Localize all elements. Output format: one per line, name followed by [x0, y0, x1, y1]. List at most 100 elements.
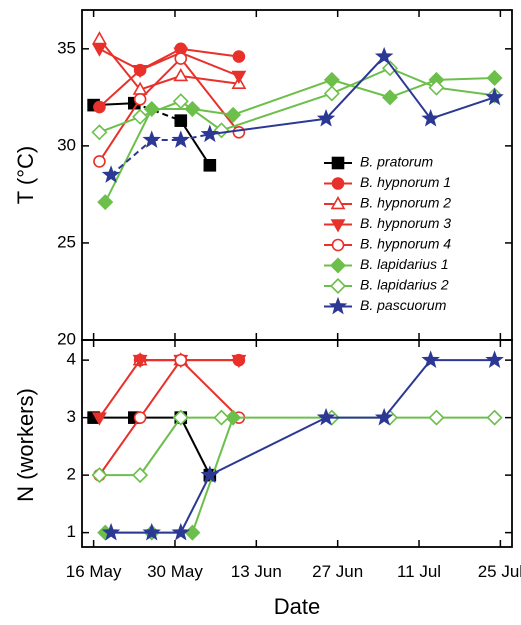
workers-series-4-segment — [180, 359, 240, 419]
legend-label: B. hypnorum 4 — [360, 236, 451, 252]
temperature-series-6-segment — [180, 100, 223, 132]
workers-series-3-point — [92, 412, 107, 426]
workers-series-7-point — [101, 522, 121, 541]
panel-temperature: T (°C) 20 25 30 35 B. pratorum B. hypnorum 1… — [13, 9, 513, 348]
workers-ylabel: N (workers) — [13, 388, 38, 502]
temperature-series-6-segment — [221, 92, 333, 132]
temperature-series-6-point — [323, 85, 340, 102]
legend-item: B. lapidarius 1 — [324, 256, 449, 274]
temperature-series-4-point — [174, 52, 188, 65]
temperature-series-6-point — [213, 122, 230, 139]
temperature-series-6-point — [381, 60, 398, 77]
temperature-series-3-segment — [139, 51, 182, 72]
workers-series-4-point — [133, 411, 147, 424]
legend-label: B. pratorum — [360, 154, 433, 170]
legend-label: B. hypnorum 3 — [360, 215, 451, 231]
temperature-series-6-segment — [389, 67, 437, 89]
legend-item: B. hypnorum 3 — [324, 215, 451, 233]
temperature-series-2-segment — [98, 38, 141, 91]
legend-label: B. hypnorum 2 — [360, 195, 451, 211]
workers-series-7-segment — [179, 474, 211, 534]
temperature-series-6-point — [172, 93, 189, 110]
temperature-series-7-point — [142, 130, 161, 148]
temperature-series-2-segment — [180, 75, 240, 85]
temperature-series-5-point — [323, 71, 340, 88]
temperature-ylabel: T (°C) — [13, 146, 38, 205]
temperature-series-7-segment — [209, 117, 327, 136]
temperature-ytick-label: 20 — [57, 329, 76, 348]
temperature-series-1-point — [232, 50, 246, 63]
temperature-series — [87, 31, 504, 211]
temperature-series-4-segment — [179, 57, 240, 133]
temperature-series-7-point — [374, 46, 394, 65]
temperature-series-7-point — [485, 87, 504, 106]
legend-item: B. hypnorum 4 — [324, 236, 451, 252]
temperature-series-2-point — [92, 31, 107, 45]
x-axis-ticks: 16 May 30 May 13 Jun 27 Jun 11 Jul 25 Jul — [66, 10, 521, 581]
temperature-y-ticks: 20 25 30 35 — [57, 38, 512, 348]
workers-series-6-point — [91, 467, 108, 484]
legend-label: B. lapidarius 2 — [360, 277, 449, 293]
temperature-series-3-point — [231, 70, 247, 84]
workers-series-6-point — [213, 409, 230, 426]
temperature-series-4-point — [133, 92, 147, 106]
workers-series-3 — [92, 354, 247, 426]
temperature-series-1-point — [93, 100, 106, 114]
temperature-series-7-point — [200, 124, 220, 143]
workers-y-ticks: 1 2 3 4 — [67, 350, 512, 541]
workers-series — [87, 350, 504, 541]
workers-series-5-point — [184, 524, 201, 541]
temperature-series-6-point — [91, 124, 108, 141]
temperature-series-6-segment — [139, 100, 182, 118]
temperature-series-7-segment — [430, 96, 495, 120]
workers-series-6-segment — [139, 417, 182, 476]
temperature-series-4-point — [93, 155, 106, 168]
legend-marker — [331, 238, 345, 252]
legend-marker — [329, 257, 347, 274]
temperature-series-4-segment — [98, 98, 141, 162]
temperature-series-7-segment — [110, 139, 153, 176]
legend-item: B. hypnorum 2 — [324, 195, 451, 211]
x-tick-label: 16 May — [66, 562, 122, 581]
legend-item: B. pratorum — [324, 154, 433, 170]
temperature-series-5-point — [97, 194, 114, 211]
temperature-series-0-point — [174, 114, 188, 127]
workers-series-7-point — [421, 350, 440, 368]
legend-marker — [330, 196, 346, 210]
workers-plot-frame — [81, 339, 513, 548]
temperature-series-3 — [92, 43, 247, 84]
workers-series-7-segment — [209, 416, 327, 477]
legend-item: B. hypnorum 1 — [324, 174, 451, 190]
temperature-series-7-point — [421, 108, 440, 127]
legend-marker — [328, 296, 348, 315]
temperature-ytick-label: 25 — [57, 232, 76, 251]
legend-label: B. pascuorum — [360, 297, 447, 313]
legend-marker — [331, 177, 345, 190]
panel-workers: N (workers) 1 2 3 4 — [13, 339, 513, 548]
workers-series-7-point — [316, 407, 336, 426]
temperature-series-5-segment — [389, 78, 437, 99]
x-tick-label: 30 May — [147, 562, 203, 581]
workers-series-7-point — [171, 522, 191, 541]
temperature-series-5-segment — [232, 78, 333, 116]
temperature-series-5-segment — [436, 76, 495, 81]
workers-series-3-point — [231, 354, 247, 369]
temperature-series-4-segment — [139, 57, 182, 101]
temperature-series-7-point — [101, 165, 121, 183]
x-tick-label: 13 Jun — [231, 562, 282, 581]
legend-item: B. pascuorum — [324, 296, 447, 315]
temperature-series-7 — [101, 46, 504, 183]
legend-label: B. lapidarius 1 — [360, 256, 449, 272]
workers-series-7-segment — [383, 359, 432, 419]
workers-series-7-point — [374, 407, 394, 426]
temperature-series-4 — [93, 52, 246, 168]
workers-series-4-point — [174, 353, 188, 367]
temperature-series-0-segment — [179, 120, 211, 166]
temperature-series-6 — [91, 60, 503, 141]
temperature-series-7-point — [171, 130, 191, 148]
legend-label: B. hypnorum 1 — [360, 174, 451, 190]
x-tick-label: 27 Jun — [312, 562, 363, 581]
workers-ytick-label: 1 — [67, 522, 76, 541]
temperature-series-5-point — [381, 89, 398, 106]
temperature-series-2-segment — [139, 75, 182, 91]
